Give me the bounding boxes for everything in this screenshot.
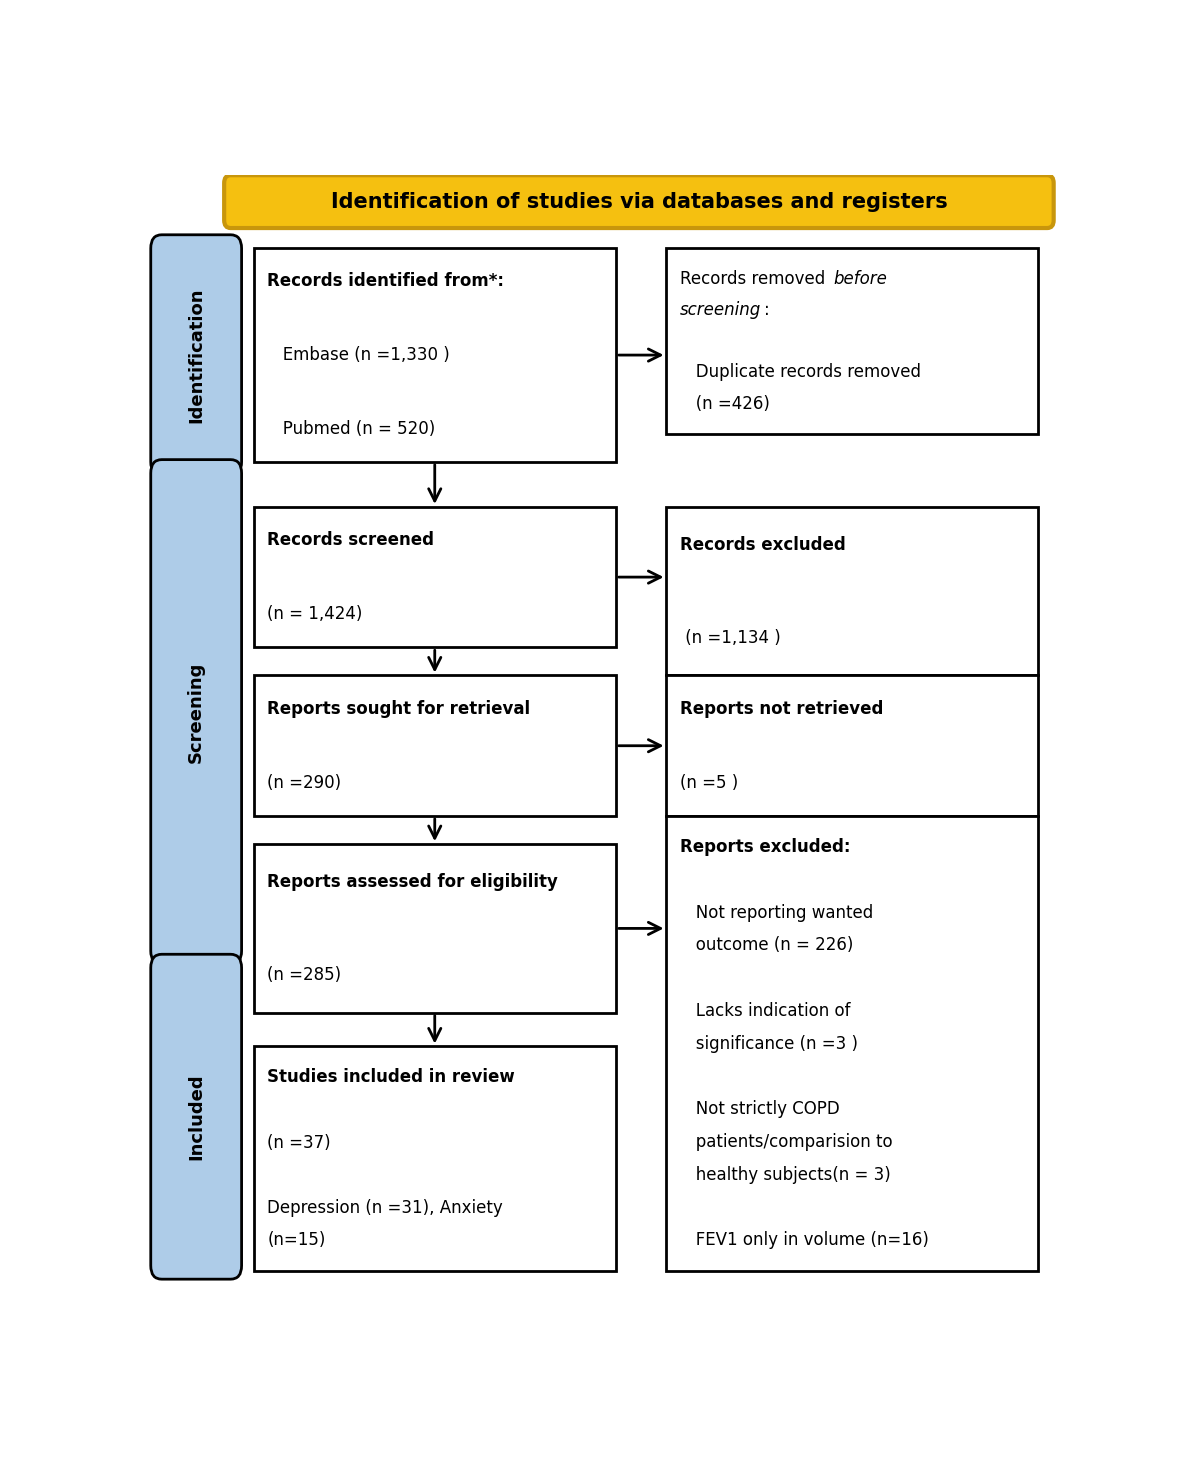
Text: Reports assessed for eligibility: Reports assessed for eligibility xyxy=(268,873,558,891)
Text: before: before xyxy=(834,270,887,288)
FancyBboxPatch shape xyxy=(224,175,1054,228)
Text: Duplicate records removed: Duplicate records removed xyxy=(681,364,921,381)
Text: (n =285): (n =285) xyxy=(268,967,341,984)
Text: (n =290): (n =290) xyxy=(268,774,341,791)
Bar xyxy=(253,507,616,647)
Text: Not reporting wanted: Not reporting wanted xyxy=(681,904,874,921)
Bar xyxy=(253,1047,616,1272)
Bar xyxy=(667,676,1038,816)
Text: Included: Included xyxy=(187,1073,205,1161)
Text: Reports excluded:: Reports excluded: xyxy=(681,838,851,856)
Bar xyxy=(667,816,1038,1272)
Text: Reports sought for retrieval: Reports sought for retrieval xyxy=(268,699,530,718)
Text: Records screened: Records screened xyxy=(268,531,435,549)
Bar xyxy=(253,248,616,461)
Text: Records identified from*:: Records identified from*: xyxy=(268,273,504,291)
Text: (n=15): (n=15) xyxy=(268,1231,326,1250)
Text: FEV1 only in volume (n=16): FEV1 only in volume (n=16) xyxy=(681,1231,929,1250)
Text: Pubmed (n = 520): Pubmed (n = 520) xyxy=(268,420,436,438)
Text: Records excluded: Records excluded xyxy=(681,536,845,553)
Text: Studies included in review: Studies included in review xyxy=(268,1069,515,1086)
Text: significance (n =3 ): significance (n =3 ) xyxy=(681,1035,858,1053)
Text: :: : xyxy=(764,301,770,318)
FancyBboxPatch shape xyxy=(150,460,242,965)
Text: Lacks indication of: Lacks indication of xyxy=(681,1002,851,1021)
Text: screening: screening xyxy=(681,301,761,318)
Text: Identification of studies via databases and registers: Identification of studies via databases … xyxy=(330,191,947,212)
Bar xyxy=(667,507,1038,676)
Text: Reports not retrieved: Reports not retrieved xyxy=(681,699,883,718)
Bar xyxy=(253,844,616,1013)
Bar xyxy=(253,676,616,816)
Text: patients/comparision to: patients/comparision to xyxy=(681,1133,893,1150)
Text: Embase (n =1,330 ): Embase (n =1,330 ) xyxy=(268,346,450,364)
Text: Not strictly COPD: Not strictly COPD xyxy=(681,1101,839,1118)
Text: Depression (n =31), Anxiety: Depression (n =31), Anxiety xyxy=(268,1199,503,1216)
FancyBboxPatch shape xyxy=(150,235,242,476)
Text: (n =5 ): (n =5 ) xyxy=(681,774,739,791)
FancyBboxPatch shape xyxy=(150,955,242,1279)
Text: Screening: Screening xyxy=(187,661,205,762)
Text: outcome (n = 226): outcome (n = 226) xyxy=(681,936,854,955)
Text: Records removed: Records removed xyxy=(681,270,831,288)
Text: (n = 1,424): (n = 1,424) xyxy=(268,606,362,623)
Text: Identification: Identification xyxy=(187,288,205,423)
Text: healthy subjects(n = 3): healthy subjects(n = 3) xyxy=(681,1165,890,1184)
Text: (n =426): (n =426) xyxy=(681,394,770,413)
Bar xyxy=(667,248,1038,434)
Text: (n =37): (n =37) xyxy=(268,1133,330,1152)
Text: (n =1,134 ): (n =1,134 ) xyxy=(681,629,781,647)
